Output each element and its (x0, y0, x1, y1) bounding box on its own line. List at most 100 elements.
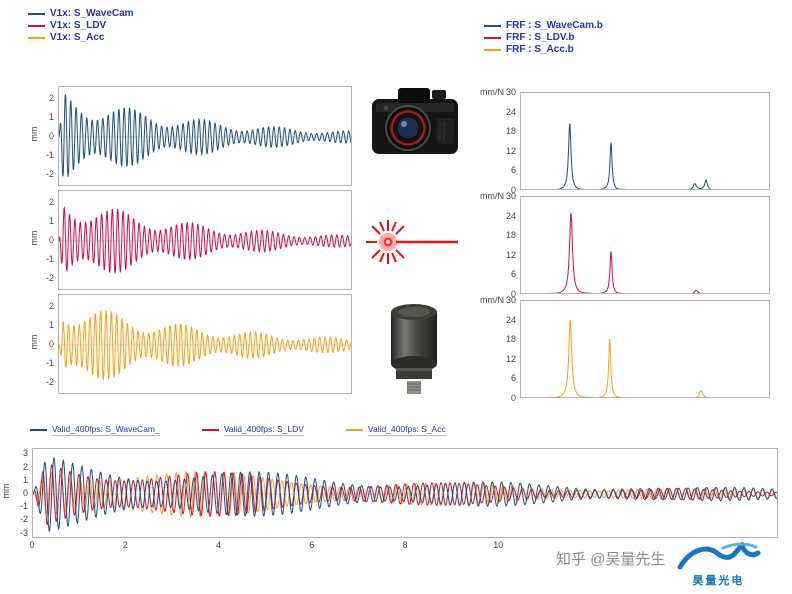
legend-item[interactable]: Valid_400fps: S_LDV (201, 424, 304, 436)
y-tick-label: 24 (505, 314, 516, 325)
series-Valid_400fps_S_WaveCam (33, 456, 777, 533)
y-axis-unit: mm (29, 126, 39, 142)
watermark: 知乎 @吴量先生 昊量光电 (556, 540, 792, 594)
y-tick-label: 1 (48, 215, 54, 226)
y-tick-label: 1 (48, 319, 54, 330)
legend-item[interactable]: Valid_400fps: S_Acc (345, 424, 446, 436)
legend-color-line (484, 24, 501, 27)
x-tick-label: 8 (402, 540, 408, 550)
y-tick-label: 6 (510, 373, 516, 384)
y-tick-label: 24 (505, 210, 516, 221)
y-axis-unit: mm (29, 334, 39, 350)
plot-panel-time-acc: mm 2 1 0 -1 -2 (29, 294, 352, 394)
y-tick-label: 2 (48, 300, 54, 311)
y-tick-label: 0 (48, 235, 54, 245)
y-axis-unit: mm (1, 483, 11, 499)
y-tick-label: 30 (505, 87, 516, 97)
plot-area-time-combined[interactable] (32, 448, 778, 538)
y-tick-label: 12 (505, 353, 516, 364)
plot-panel-frf-acc: mm/N 30 24 18 12 6 0 (480, 295, 770, 403)
y-tick-label: 2 (48, 92, 54, 103)
y-tick-label: 30 (505, 295, 516, 305)
legend-item[interactable]: V1x: S_Acc (28, 32, 134, 43)
y-tick-label: 0 (48, 131, 54, 141)
legend-color-line (30, 429, 47, 431)
plot-area-time-ldv[interactable] (58, 190, 352, 290)
y-tick-label: -2 (45, 377, 54, 388)
y-tick-label: 18 (505, 230, 516, 241)
legend-item[interactable]: V1x: S_LDV (28, 20, 134, 31)
legend-label: V1x: S_Acc (50, 32, 105, 43)
watermark-text: 知乎 @吴量先生 (556, 551, 666, 568)
legend-item[interactable]: FRF : S_WaveCam.b (484, 20, 603, 31)
legend-color-line (28, 12, 45, 15)
legend-item[interactable]: FRF : S_Acc.b (484, 44, 603, 55)
y-tick-label: 12 (505, 249, 516, 260)
y-tick-label: -1 (45, 358, 54, 369)
legend-label: FRF : S_WaveCam.b (506, 20, 603, 31)
y-tick-label: -1 (19, 501, 28, 512)
legend-label: FRF : S_LDV.b (506, 32, 575, 43)
y-tick-label: -1 (45, 254, 54, 265)
y-tick-label: 3 (22, 448, 28, 459)
y-axis-unit: mm/N (480, 295, 504, 305)
brand-logo: 昊量光电 (675, 542, 761, 588)
x-tick-label: 10 (493, 540, 504, 550)
series-S_Acc (59, 309, 351, 380)
legend-color-line (201, 429, 219, 431)
y-tick-label: 0 (510, 393, 516, 403)
y-tick-label: 18 (505, 126, 516, 137)
legend-color-line (484, 48, 501, 51)
legend-label: V1x: S_LDV (50, 20, 107, 31)
legend-label: V1x: S_WaveCam (50, 8, 134, 19)
accelerometer-illustration (391, 304, 437, 394)
time-signals-legend: V1x: S_WaveCam V1x: S_LDV V1x: S_Acc (28, 8, 134, 43)
y-tick-label: -2 (45, 273, 54, 284)
y-axis-unit: mm/N (480, 191, 504, 201)
y-tick-label: 18 (505, 334, 516, 345)
plot-panel-frf-ldv: mm/N 30 24 18 12 6 0 (480, 191, 770, 299)
plot-panel-time-wavecam: mm 2 1 0 -1 -2 (29, 86, 352, 186)
y-tick-label: 0 (510, 185, 516, 195)
legend-item[interactable]: V1x: S_WaveCam (28, 8, 134, 19)
y-tick-label: 2 (48, 196, 54, 207)
y-tick-label: 30 (505, 191, 516, 201)
legend-color-line (28, 36, 45, 39)
series-FRF_S_WaveCam.b (555, 123, 712, 189)
legend-color-line (484, 36, 501, 39)
x-tick-label: 2 (122, 540, 128, 550)
brand-logo-swoosh-icon (677, 542, 761, 570)
plot-area-time-acc[interactable] (58, 294, 352, 394)
plot-area-frf-ldv[interactable] (520, 196, 770, 294)
y-tick-label: -1 (45, 150, 54, 161)
plot-area-frf-acc[interactable] (520, 300, 770, 398)
plot-area-time-wavecam[interactable] (58, 86, 352, 186)
camera-illustration (372, 88, 458, 154)
legend-color-line (28, 24, 45, 27)
legend-label: Valid_400fps: S_Acc (367, 424, 446, 436)
y-tick-label: -2 (45, 169, 54, 180)
plot-panel-time-ldv: mm 2 1 0 -1 -2 (29, 190, 352, 290)
y-tick-label: 6 (510, 269, 516, 280)
legend-item[interactable]: Valid_400fps: S_WaveCam_ (30, 424, 160, 436)
laser-icon (360, 214, 460, 275)
legend-item[interactable]: FRF : S_LDV.b (484, 32, 603, 43)
camera-icon (370, 84, 460, 163)
y-tick-label: 1 (48, 111, 54, 122)
series-FRF_S_LDV.b (547, 212, 704, 293)
laser-illustration (366, 220, 458, 264)
x-tick-label: 0 (29, 540, 35, 550)
y-tick-label: -2 (19, 514, 28, 525)
y-tick-label: 0 (510, 289, 516, 299)
series-S_LDV (59, 206, 351, 274)
x-tick-label: 4 (215, 540, 222, 550)
y-tick-label: 12 (505, 145, 516, 156)
series-FRF_S_Acc.b (547, 320, 708, 397)
y-tick-label: 1 (22, 474, 28, 485)
plot-area-frf-wavecam[interactable] (520, 92, 770, 190)
y-tick-label: 0 (22, 488, 28, 498)
frf-legend: FRF : S_WaveCam.b FRF : S_LDV.b FRF : S_Ac… (484, 20, 603, 55)
y-tick-label: 6 (510, 165, 516, 176)
